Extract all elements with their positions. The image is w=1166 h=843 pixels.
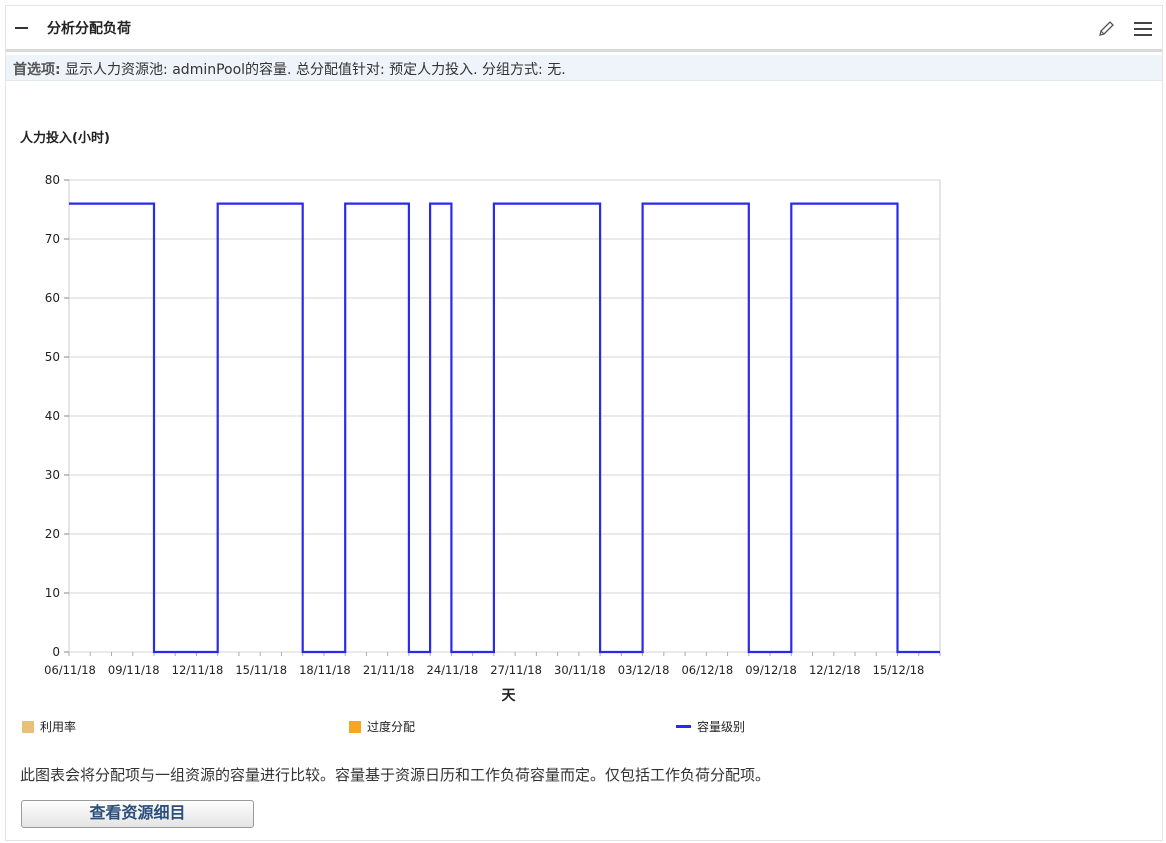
capacity-level-line: [69, 202, 940, 654]
legend-color-swatch: [22, 720, 34, 733]
preferences-text: 显示人力资源池: adminPool的容量. 总分配值针对: 预定人力投入. 分…: [60, 62, 566, 78]
x-tick-label: 12/12/18: [809, 663, 861, 677]
chart-svg: 人力投入(小时) 0 10 20 30 40 50 60 70 80 06/11/18 09/11/1…: [20, 130, 941, 704]
pencil-icon[interactable]: [1095, 18, 1117, 40]
legend-label: 容量级别: [697, 720, 746, 734]
y-tick-label: 30: [45, 468, 60, 482]
view-resource-details-button[interactable]: 查看资源细目: [21, 800, 254, 828]
legend-line-swatch: [676, 725, 691, 728]
legend-label: 利用率: [40, 720, 77, 734]
portlet-header: 分析分配负荷: [6, 6, 1162, 52]
panel-title: 分析分配负荷: [47, 21, 131, 37]
x-tick-label: 12/11/18: [172, 663, 224, 677]
chart-title: 人力投入(小时): [20, 130, 110, 146]
legend-label: 过度分配: [367, 720, 416, 734]
y-tick-label: 40: [45, 409, 60, 423]
legend-item: 利用率: [22, 718, 76, 735]
x-tick-label: 15/11/18: [235, 663, 287, 677]
hamburger-menu-icon[interactable]: [1132, 19, 1154, 39]
y-tick-label: 70: [45, 232, 60, 246]
analyze-load-portlet: 分析分配负荷 首选项: 显示人力资源池: adminPool的容量. 总分配值针…: [5, 5, 1163, 841]
y-tick-label: 20: [45, 527, 60, 541]
legend-item: 过度分配: [349, 718, 415, 735]
x-tick-label: 03/12/18: [618, 663, 670, 677]
x-tick-label: 15/12/18: [873, 663, 925, 677]
x-tick-label: 09/11/18: [108, 663, 160, 677]
x-tick-label: 24/11/18: [427, 663, 479, 677]
y-tick-label: 10: [45, 586, 60, 600]
chart-legend: 利用率 过度分配 容量级别: [6, 718, 1162, 736]
x-tick-label: 06/11/18: [44, 663, 96, 677]
legend-item: 容量级别: [676, 718, 745, 735]
x-tick-label: 09/12/18: [745, 663, 797, 677]
capacity-chart: 人力投入(小时) 0 10 20 30 40 50 60 70 80 06/11/18 09/11/1…: [6, 88, 1162, 708]
legend-color-swatch: [349, 720, 361, 733]
preferences-label: 首选项:: [13, 62, 61, 78]
y-tick-label: 50: [45, 350, 60, 364]
chart-description: 此图表会将分配项与一组资源的容量进行比较。容量基于资源日历和工作负荷容量而定。仅…: [20, 766, 771, 784]
x-axis-label: 天: [502, 688, 517, 704]
collapse-icon[interactable]: [15, 21, 28, 34]
x-tick-label: 30/11/18: [554, 663, 606, 677]
preferences-bar: 首选项: 显示人力资源池: adminPool的容量. 总分配值针对: 预定人力…: [6, 55, 1162, 81]
y-tick-label: 60: [45, 291, 60, 305]
x-tick-label: 06/12/18: [681, 663, 733, 677]
y-tick-label: 80: [45, 173, 60, 187]
y-tick-label: 0: [52, 645, 60, 659]
x-tick-label: 18/11/18: [299, 663, 351, 677]
x-tick-label: 21/11/18: [363, 663, 415, 677]
x-tick-label: 27/11/18: [490, 663, 542, 677]
